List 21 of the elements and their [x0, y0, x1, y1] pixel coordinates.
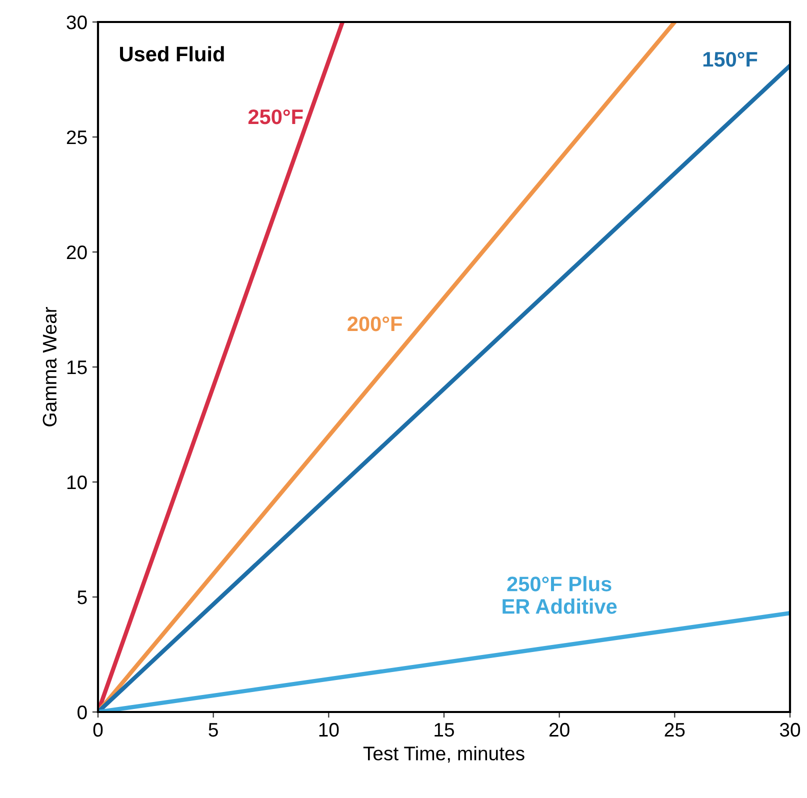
x-tick-label: 10: [319, 722, 339, 737]
x-tick-label: 5: [208, 723, 218, 737]
y-axis-title: Gamma Wear: [42, 306, 57, 426]
x-tick-label: 25: [664, 722, 685, 737]
x-axis-title: Test Time, minutes: [363, 746, 524, 763]
y-tick-label: 30: [66, 15, 87, 30]
series-label: 250°F Plus ER Additive: [502, 576, 617, 614]
x-tick-label: 0: [93, 722, 103, 737]
y-tick-label: 0: [78, 705, 87, 720]
text: Used Fluid: [120, 46, 224, 62]
series-label: 250°F: [248, 109, 303, 124]
y-tick-label: 20: [66, 245, 87, 260]
y-tick-label: 25: [66, 130, 87, 144]
x-tick-label: 15: [434, 723, 454, 737]
y-tick-label: 15: [67, 360, 87, 374]
x-tick-label: 20: [550, 722, 570, 737]
y-tick-label: 5: [78, 590, 87, 604]
y-tick-label: 10: [67, 475, 87, 490]
series-label: 150°F: [703, 52, 758, 67]
x-tick-label: 30: [780, 722, 800, 737]
series-label: 200°F: [348, 316, 402, 332]
